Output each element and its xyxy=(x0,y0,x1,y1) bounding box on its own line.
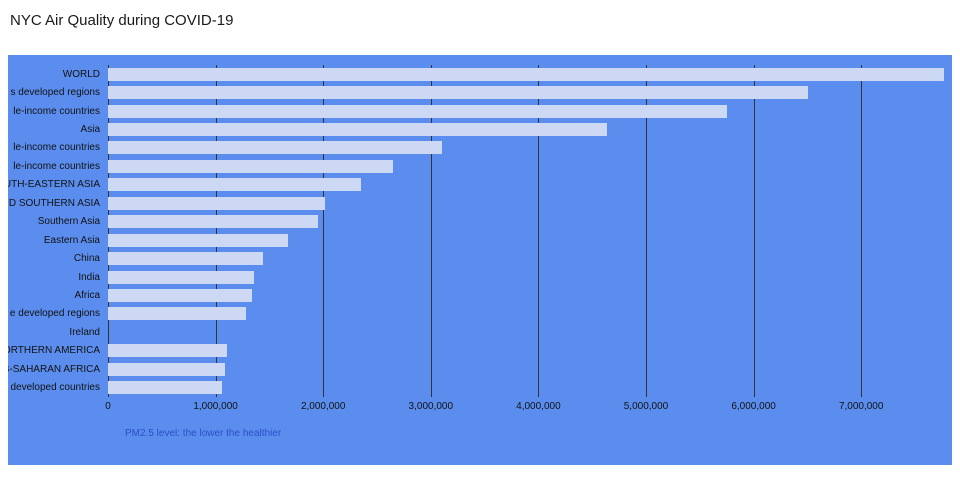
bar-row: s developed regions xyxy=(8,83,946,101)
bar-rows: WORLD s developed regions le-income countr… xyxy=(8,65,946,397)
bar xyxy=(108,381,222,395)
category-label: e developed regions xyxy=(9,308,100,320)
category-label: le-income countries xyxy=(13,142,100,154)
gridline-layer xyxy=(108,65,946,397)
x-tick-label: 6,000,000 xyxy=(731,401,776,412)
bar-row: ORTHERN AMERICA xyxy=(8,342,946,360)
category-label: Southern Asia xyxy=(37,216,100,228)
x-tick-label: 4,000,000 xyxy=(516,401,561,412)
x-tick-label: 5,000,000 xyxy=(623,401,669,412)
bar xyxy=(108,196,326,210)
category-label: WORLD xyxy=(62,68,100,80)
bar-row: le-income countries xyxy=(8,139,946,157)
category-label: OUTH-EASTERN ASIA xyxy=(8,179,100,191)
category-label: India xyxy=(78,271,100,283)
bar-row: Ireland xyxy=(8,323,946,341)
bar xyxy=(108,104,727,118)
page-title: NYC Air Quality during COVID-19 xyxy=(10,12,234,29)
bar-row: B-SAHARAN AFRICA xyxy=(8,360,946,378)
category-label: le-income countries xyxy=(13,160,100,172)
bar xyxy=(108,86,809,100)
bar-chart: WORLD s developed regions le-income countr… xyxy=(8,55,952,465)
x-axis-caption: PM2.5 level: the lower the healthier xyxy=(125,428,282,439)
gridline xyxy=(753,65,755,397)
bar xyxy=(108,288,252,302)
category-label: Ireland xyxy=(69,326,100,338)
x-axis: 0 1,000,000 2,000,000 3,000,000 4,000,000 5,0… xyxy=(105,401,946,415)
bar xyxy=(108,215,318,229)
bar xyxy=(108,233,288,247)
bar xyxy=(108,141,442,155)
bar-row: China xyxy=(8,249,946,267)
bar xyxy=(108,178,361,192)
bar xyxy=(108,307,246,321)
category-label: China xyxy=(73,253,100,265)
gridline xyxy=(538,65,540,397)
bar xyxy=(108,123,608,137)
gridline xyxy=(108,65,109,397)
bar xyxy=(108,344,228,358)
category-label: developed countries xyxy=(10,382,100,394)
category-label: ND SOUTHERN ASIA xyxy=(8,197,100,209)
category-label: Asia xyxy=(80,124,100,136)
x-tick-label: 1,000,000 xyxy=(193,401,238,412)
x-tick-label: 3,000,000 xyxy=(408,401,454,412)
gridline xyxy=(646,65,647,397)
bar-row: developed countries xyxy=(8,378,946,396)
x-tick-label: 0 xyxy=(105,401,111,412)
bar-row: Southern Asia xyxy=(8,213,946,231)
bar-row: e developed regions xyxy=(8,305,946,323)
category-label: Africa xyxy=(74,289,100,301)
category-label: B-SAHARAN AFRICA xyxy=(8,363,100,375)
gridline xyxy=(323,65,325,397)
category-label: le-income countries xyxy=(13,105,100,117)
bar xyxy=(108,252,263,266)
bar xyxy=(108,159,394,173)
x-tick-label: 7,000,000 xyxy=(838,401,884,412)
gridline xyxy=(215,65,217,397)
bar-row: Asia xyxy=(8,120,946,138)
x-tick-label: 2,000,000 xyxy=(300,401,346,412)
bar-row: Africa xyxy=(8,286,946,304)
gridline xyxy=(861,65,863,397)
bar-row: le-income countries xyxy=(8,157,946,175)
category-label: Eastern Asia xyxy=(43,234,100,246)
bar-row: OUTH-EASTERN ASIA xyxy=(8,176,946,194)
bar-row: le-income countries xyxy=(8,102,946,120)
bar xyxy=(108,362,226,376)
bar-row: India xyxy=(8,268,946,286)
bar-row: WORLD xyxy=(8,65,946,83)
bar xyxy=(108,67,945,81)
bar xyxy=(108,270,255,284)
bar-row: Eastern Asia xyxy=(8,231,946,249)
gridline xyxy=(430,65,432,397)
category-label: s developed regions xyxy=(10,87,100,99)
category-label: ORTHERN AMERICA xyxy=(8,345,100,357)
bar-row: ND SOUTHERN ASIA xyxy=(8,194,946,212)
